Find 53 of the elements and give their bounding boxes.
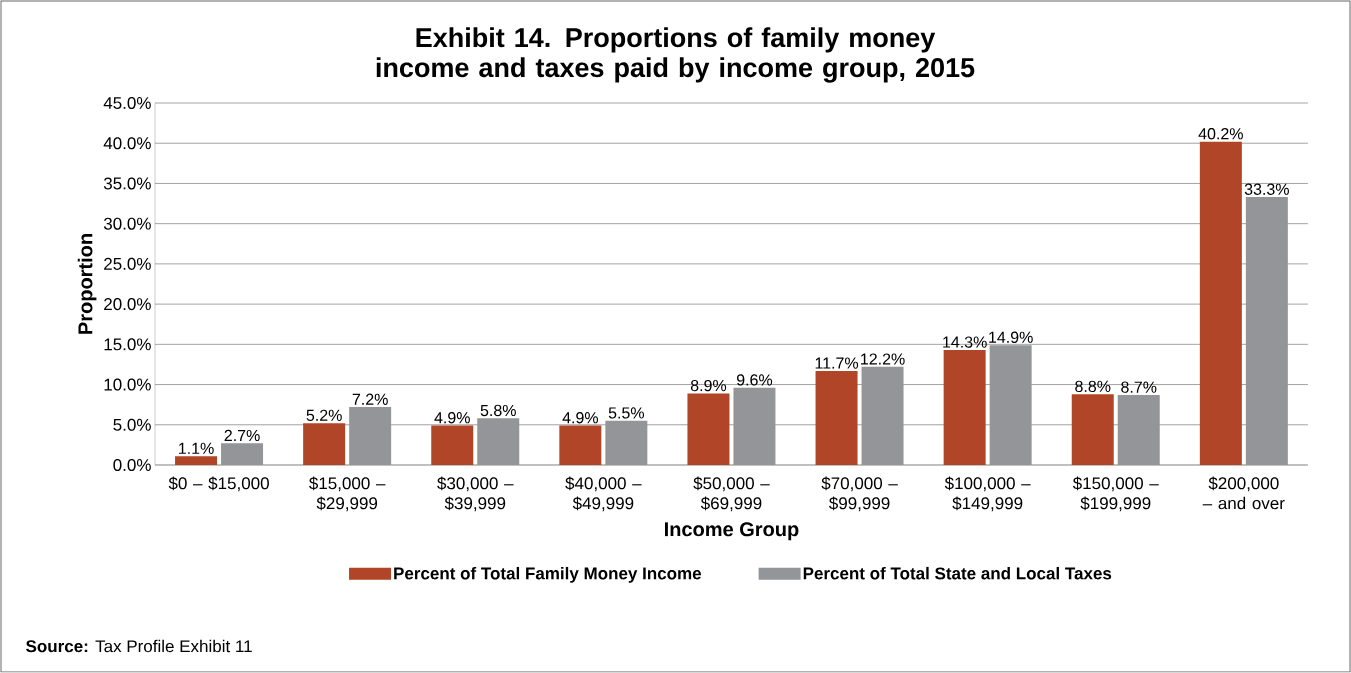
y-tick-label: 40.0% [103,137,151,150]
text: Source: Tax Profile Exhibit 11 [26,639,252,653]
data-label: 11.7% [815,357,859,369]
x-tick-label: $15,000 – $29,999 [309,476,386,512]
y-tick-label: 25.0% [104,257,151,270]
x-tick-label: $200,000 – and over [1202,476,1285,510]
bar [221,443,264,465]
x-tick-label: $100,000 – $149,999 [944,476,1031,512]
data-label: 8.8% [1075,380,1111,393]
y-tick-label: 30.0% [103,217,151,230]
bar [943,349,986,465]
y-tick-label: 5.0% [113,418,151,431]
x-tick-label: $0 – $15,000 [168,476,269,492]
legend-label: Percent of Total Family Money Income [394,566,702,583]
x-tick-label: $40,000 – $49,999 [565,476,642,512]
y-axis-title: Proportion [77,234,97,334]
data-label: 1.1% [179,442,214,454]
data-label: 9.6% [736,374,773,386]
y-tick-label: 20.0% [104,298,151,311]
y-tick-label: 35.0% [103,177,151,190]
bar [815,370,858,465]
data-label: 8.9% [690,379,727,392]
x-tick-label: $50,000 – $69,999 [693,476,770,512]
chart-title: Exhibit 14. Proportions of family money income and taxes paid by income group, 2015 [376,27,975,83]
data-label: 2.7% [224,429,260,442]
bar [687,393,730,465]
x-tick-label: $150,000 – $199,999 [1072,476,1159,512]
data-label: 12.2% [861,353,905,365]
x-axis-title: Income Group [665,522,799,541]
bar [303,423,346,465]
data-label: 8.7% [1121,381,1157,393]
data-label: 4.9% [434,412,470,424]
bar [559,425,602,465]
bar [1199,141,1242,465]
y-tick-label: 15.0% [104,338,151,351]
bar [175,456,218,465]
data-label: 4.9% [562,412,599,424]
data-label: 5.5% [608,407,645,419]
data-label: 40.2% [1198,128,1243,140]
x-tick-label: $70,000 – $99,999 [821,476,898,512]
data-label: 7.2% [352,393,388,405]
data-label: 5.8% [480,404,516,417]
data-label: 5.2% [306,409,342,421]
bar [1071,394,1114,465]
y-tick-label: 10.0% [104,378,151,391]
data-label: 33.3% [1244,183,1289,195]
y-tick-label: 45.0% [103,96,151,110]
data-label: 14.9% [989,331,1033,343]
data-label: 14.3% [943,336,987,348]
x-tick-label: $30,000 – $39,999 [437,476,514,512]
bar [431,425,474,465]
y-tick-label: 0.0% [113,458,151,472]
legend-label: Percent of Total State and Local Taxes [803,566,1112,580]
